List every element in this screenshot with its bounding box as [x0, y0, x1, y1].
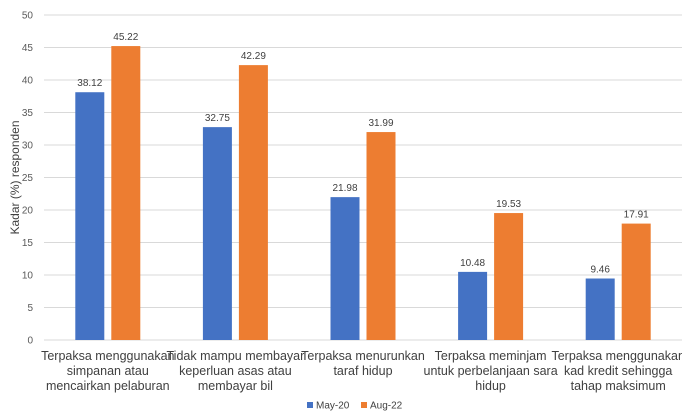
data-label: 19.53 [496, 199, 521, 210]
bars [75, 46, 651, 341]
category-label: Terpaksa meminjam untuk perbelanjaan sara… [424, 349, 558, 393]
y-tick-label: 35 [22, 108, 34, 119]
bar-aug-22 [366, 132, 396, 340]
legend-entry: Aug-22 [370, 401, 403, 412]
bar-aug-22 [238, 65, 268, 341]
legend-entry: May-20 [316, 401, 350, 412]
bar-aug-22 [494, 213, 524, 340]
y-axis-ticks: 0 5 10 15 20 25 30 35 40 45 50 [22, 11, 34, 347]
y-tick-label: 5 [27, 303, 33, 314]
y-tick-label: 0 [27, 336, 33, 347]
y-axis-label: Kadar (%) responden [8, 120, 22, 234]
data-label: 21.98 [332, 183, 357, 194]
bar-may-20 [330, 197, 360, 340]
y-tick-label: 40 [22, 76, 34, 87]
y-tick-label: 25 [22, 173, 34, 184]
category-labels: Terpaksa menggunakan simpanan atau mencair… [41, 349, 682, 393]
category-label: Terpaksa menggunakan simpanan atau mencair… [41, 349, 174, 393]
data-label: 17.91 [624, 210, 649, 221]
data-label: 45.22 [113, 32, 138, 43]
data-labels: 38.12 45.22 32.75 42.29 21.98 31.99 10.48 19.53… [77, 32, 649, 275]
category-label: Terpaksa menurunkan taraf hidup [301, 349, 425, 378]
y-tick-label: 45 [22, 43, 34, 54]
y-tick-label: 10 [22, 271, 34, 282]
data-label: 31.99 [368, 118, 393, 129]
bar-may-20 [458, 271, 488, 340]
legend: May-20 Aug-22 [307, 401, 403, 412]
gridlines [44, 14, 682, 341]
bar-aug-22 [111, 46, 141, 340]
category-label: Terpaksa menggunakan kad kredit sehingga t… [551, 349, 682, 393]
bar-may-20 [585, 278, 615, 340]
y-tick-label: 15 [22, 238, 34, 249]
bar-may-20 [75, 92, 105, 340]
data-label: 9.46 [590, 265, 610, 276]
legend-swatch [361, 402, 367, 408]
legend-swatch [307, 402, 313, 408]
y-tick-label: 30 [22, 141, 34, 152]
bar-aug-22 [621, 223, 651, 340]
bar-may-20 [202, 127, 232, 340]
y-tick-label: 20 [22, 206, 34, 217]
data-label: 42.29 [241, 51, 266, 62]
data-label: 10.48 [460, 258, 485, 269]
data-label: 38.12 [77, 78, 102, 89]
category-label: Tidak mampu membayar keperluan asas atau m… [167, 349, 305, 393]
data-label: 32.75 [205, 113, 230, 124]
y-tick-label: 50 [22, 11, 34, 22]
